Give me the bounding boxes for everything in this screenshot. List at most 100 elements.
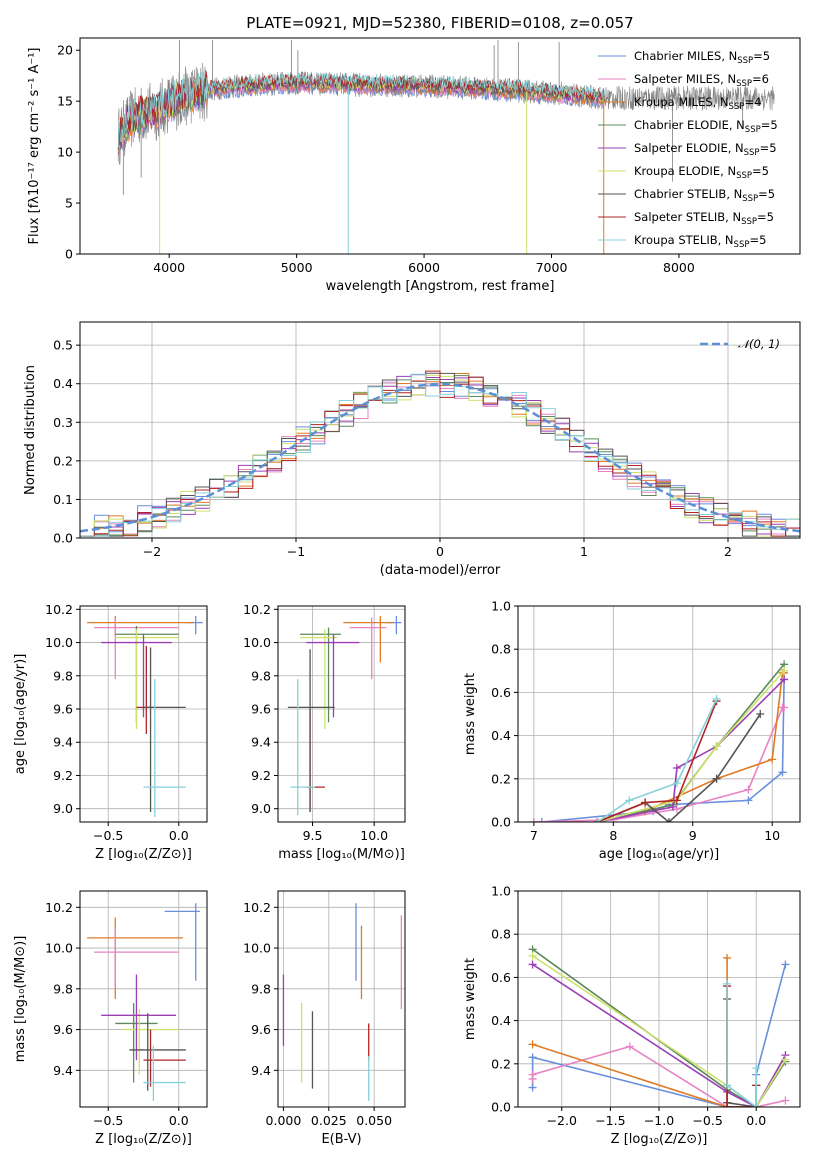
errorbar-point (115, 629, 179, 729)
series-marker (723, 1103, 732, 1107)
y-tick-label: 0.5 (53, 338, 73, 353)
series-line (597, 672, 785, 822)
series-marker (625, 796, 634, 805)
y-tick-label: 10.0 (243, 635, 271, 650)
series-marker (593, 818, 602, 822)
x-axis-label: E(B-V) (321, 1132, 361, 1147)
panel-age-vs-mass: 9.5 10.0 9.0 9.2 9.4 9.6 9.8 10.0 10.2 mass [log₁… (243, 602, 406, 862)
x-tick-label: 0.025 (311, 1113, 347, 1128)
series-marker (528, 951, 537, 960)
panel-mass-vs-Z: −0.5 0.0 9.4 9.6 9.8 10.0 10.2 Z [log₁₀(Z/Z⊙)] m… (13, 890, 208, 1147)
y-tick-label: 9.8 (53, 668, 73, 683)
panel-age-vs-Z: −0.5 0.0 9.0 9.2 9.4 9.6 9.8 10.0 10.2 Z [log₁₀(Z… (13, 602, 208, 862)
plot-area-mass-vs-Z (80, 891, 207, 1107)
x-axis-label: age [log₁₀(age/yr)] (599, 847, 720, 862)
y-tick-label: 0 (65, 247, 73, 262)
y-tick-label: 9.6 (251, 702, 271, 717)
series-marker (756, 710, 765, 718)
series-marker (768, 755, 777, 764)
axes-frame (79, 321, 801, 539)
series-line (726, 983, 758, 1107)
y-axis-label: age [log₁₀(age/yr)] (13, 654, 28, 775)
errorbar-point (306, 634, 360, 718)
series-marker (537, 818, 546, 822)
x-tick-label: −0.5 (93, 1113, 123, 1128)
series-line (726, 999, 758, 1107)
errorbar-point (287, 649, 335, 813)
panel-mass-vs-EBV: 0.000 0.025 0.050 9.4 9.6 9.8 10.0 10.2 E(B-V) (243, 890, 406, 1147)
series-line (596, 698, 718, 822)
x-axis-label: (data-model)/error (380, 563, 501, 578)
y-tick-label: 15 (57, 94, 73, 109)
model-spectrum-line (117, 74, 605, 153)
x-tick-label: −2.0 (547, 1113, 577, 1128)
series-marker (780, 703, 789, 712)
y-axis-label: mass weight (463, 958, 478, 1040)
panel-weight-vs-age: 7 8 9 10 0.0 0.2 0.4 0.6 0.8 1.0 age [log₁₀(age/yr… (463, 599, 801, 862)
y-tick-label: 0.2 (491, 771, 511, 786)
errorbar-point (101, 634, 172, 718)
y-tick-label: 0.6 (491, 970, 511, 985)
plot-area-mass-vs-EBV (278, 891, 405, 1107)
errorbar-point (306, 709, 325, 813)
legend-entry: Chabrier ELODIE, NSSP=5 (634, 118, 778, 135)
y-tick-label: 9.2 (251, 768, 271, 783)
series-marker (672, 779, 681, 788)
y-tick-label: 9.2 (53, 768, 73, 783)
y-axis-label: Flux [fλ10⁻¹⁷ erg cm⁻² s⁻¹ A⁻¹] (27, 48, 42, 245)
axes-frame (79, 37, 801, 255)
legend-entry: Salpeter ELODIE, NSSP=5 (634, 141, 777, 158)
axes-frame (517, 890, 801, 1108)
series-line (597, 700, 718, 822)
y-tick-label: 9.6 (53, 702, 73, 717)
axes-frame (277, 605, 406, 823)
y-tick-label: 10.2 (45, 900, 73, 915)
y-tick-label: 9.4 (53, 735, 73, 750)
y-tick-label: 10.0 (243, 941, 271, 956)
series-marker (744, 796, 753, 805)
errorbar-point (349, 617, 387, 680)
errorbar-point (87, 615, 193, 635)
x-axis-label: Z [log₁₀(Z/Z⊙)] (95, 1132, 192, 1147)
series-marker (712, 774, 721, 783)
errorbar-point (129, 1013, 186, 1091)
series-marker (778, 768, 787, 777)
y-tick-label: 9.0 (53, 801, 73, 816)
x-tick-label: −1.0 (644, 1113, 674, 1128)
y-tick-label: 9.4 (53, 1063, 73, 1078)
plot-area-spectrum (117, 40, 775, 254)
series-line (597, 670, 785, 822)
errorbar-point (386, 615, 402, 635)
y-tick-label: 0.1 (53, 492, 73, 507)
x-tick-label: 1 (580, 544, 588, 559)
legend-entry: Salpeter STELIB, NSSP=5 (634, 210, 774, 227)
legend-entry: Chabrier STELIB, NSSP=5 (634, 187, 775, 204)
y-tick-label: 20 (57, 43, 73, 58)
series-line (531, 964, 787, 1107)
series-marker (780, 675, 789, 684)
x-tick-label: −1.5 (595, 1113, 625, 1128)
axes-frame (517, 605, 801, 823)
y-tick-label: 1.0 (491, 884, 511, 899)
y-tick-label: 0.8 (491, 642, 511, 657)
y-tick-label: 1.0 (491, 599, 511, 614)
panel-residuals: −2 −1 0 1 2 0.0 0.1 0.2 0.3 0.4 0.5 𝒩(0, 1) (data-mo… (23, 321, 801, 578)
legend: Chabrier MILES, NSSP=5 Salpeter MILES, NS… (598, 49, 778, 250)
errorbar-point (143, 1029, 186, 1087)
histogram-step (80, 373, 800, 538)
x-tick-label: −2 (143, 544, 161, 559)
y-tick-label: 9.6 (53, 1022, 73, 1037)
errorbar-point (94, 927, 179, 989)
x-tick-label: 7000 (536, 260, 568, 275)
series-marker (752, 1103, 761, 1107)
series-marker (744, 785, 753, 794)
y-tick-label: 10 (57, 145, 73, 160)
x-tick-label: 10 (764, 828, 780, 843)
y-tick-label: 9.4 (251, 1063, 271, 1078)
y-tick-label: 0.3 (53, 415, 73, 430)
y-tick-label: 0.4 (53, 376, 73, 391)
series-marker (672, 764, 681, 772)
x-tick-label: 0 (436, 544, 444, 559)
y-axis-label: mass [log₁₀(M/M⊙)] (13, 936, 28, 1063)
y-tick-label: 9.8 (251, 981, 271, 996)
